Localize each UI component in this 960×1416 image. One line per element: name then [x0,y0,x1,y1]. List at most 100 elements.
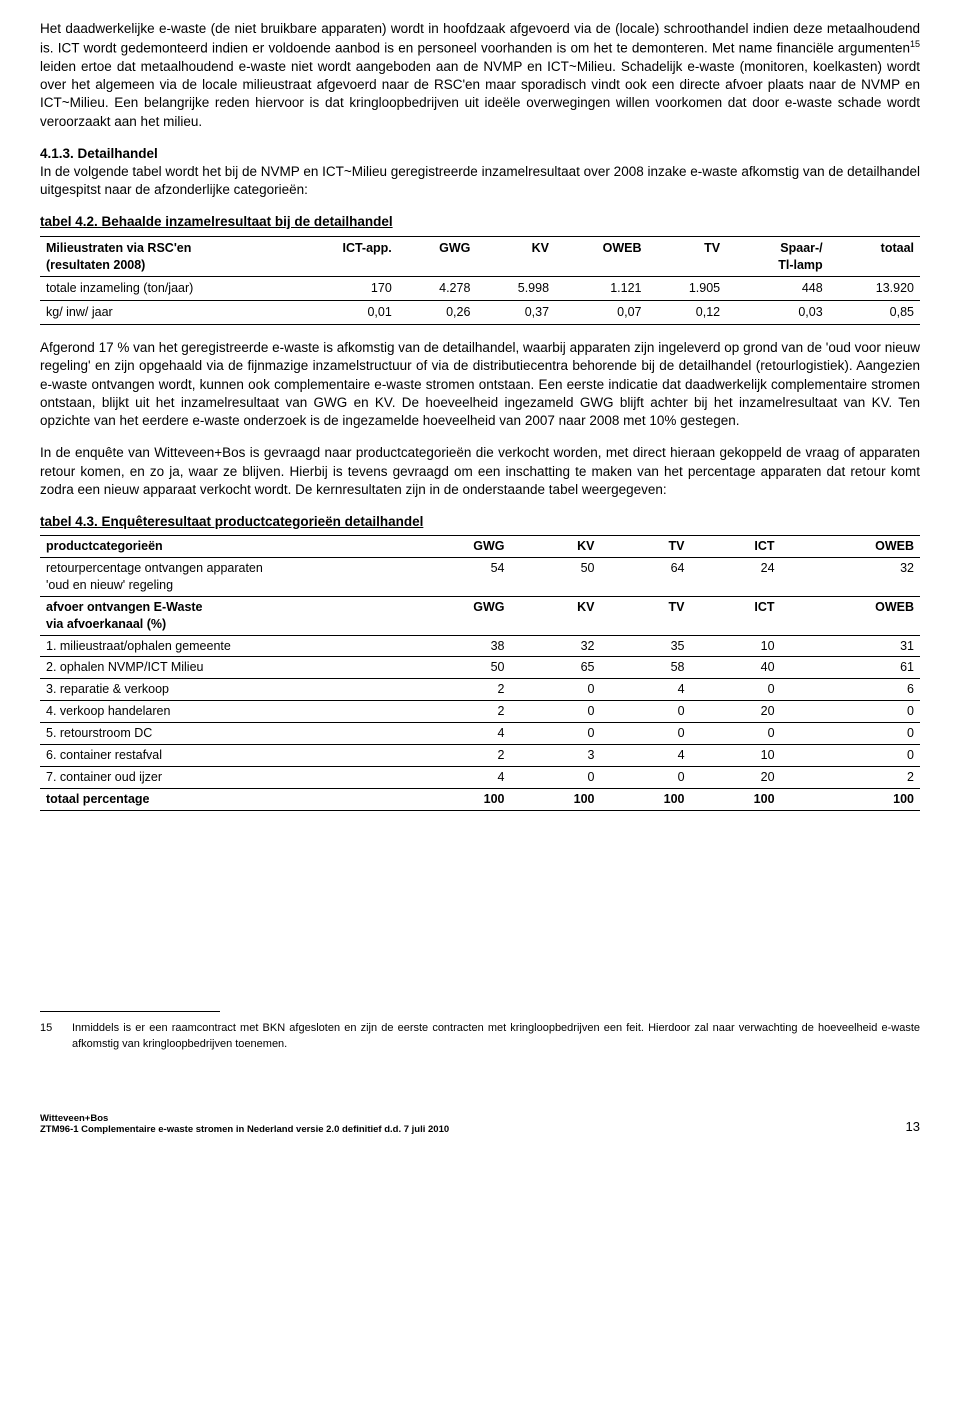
cell: 0,01 [286,301,397,325]
cell: 0,03 [726,301,829,325]
cell: 0,26 [398,301,477,325]
row-label: 3. reparatie & verkoop [40,679,392,701]
cell: OWEB [875,600,914,614]
cell: 0 [781,744,920,766]
col-head: GWG [392,536,510,558]
table-43: productcategorieën GWG KV TV ICT OWEB re… [40,535,920,810]
col-head: KV [510,536,600,558]
cell: 65 [510,657,600,679]
cell: 32 [781,558,920,597]
cell: 4 [601,744,691,766]
col-head: KV [476,236,555,277]
cell: 100 [484,792,505,806]
cell: 6 [781,679,920,701]
footer-docref: ZTM96-1 Complementaire e-waste stromen i… [40,1124,449,1135]
col-head: Tl-lamp [778,258,822,272]
cell: 0 [510,723,600,745]
row-label: retourpercentage ontvangen apparaten [46,561,263,575]
cell: 100 [664,792,685,806]
cell: 2 [392,679,510,701]
table42-title: tabel 4.2. Behaalde inzamelresultaat bij… [40,213,920,231]
cell: 2 [392,701,510,723]
cell: 0 [601,723,691,745]
cell: 20 [691,701,781,723]
text: Het daadwerkelijke e-waste (de niet brui… [40,21,920,56]
row-label: 4. verkoop handelaren [40,701,392,723]
row-label: afvoer ontvangen E-Waste [46,600,203,614]
cell: 170 [286,277,397,301]
cell: 5.998 [476,277,555,301]
cell: 0,37 [476,301,555,325]
cell: 0 [601,701,691,723]
cell: 0 [510,679,600,701]
cell: 31 [781,635,920,657]
cell: 4 [392,766,510,788]
heading-413: 4.1.3. Detailhandel [40,145,920,163]
col-head: ICT [691,536,781,558]
cell: 100 [574,792,595,806]
paragraph-4: In de enquête van Witteveen+Bos is gevra… [40,444,920,499]
col-head: (resultaten 2008) [46,258,145,272]
cell: 13.920 [829,277,920,301]
cell: 4.278 [398,277,477,301]
cell: 1.905 [647,277,726,301]
cell: 2 [392,744,510,766]
cell: 3 [510,744,600,766]
cell: 54 [392,558,510,597]
cell: 50 [392,657,510,679]
col-head: OWEB [781,536,920,558]
row-label: totaal percentage [46,792,150,806]
cell: 61 [781,657,920,679]
cell: 0,07 [555,301,647,325]
row-label: 7. container oud ijzer [40,766,392,788]
cell: KV [577,600,594,614]
cell: TV [669,600,685,614]
table-42: Milieustraten via RSC'en (resultaten 200… [40,236,920,326]
cell: 40 [691,657,781,679]
cell: 100 [754,792,775,806]
cell: 24 [691,558,781,597]
cell: 4 [392,723,510,745]
cell: 448 [726,277,829,301]
cell: 0 [691,723,781,745]
cell: ICT [754,600,774,614]
cell: 0,85 [829,301,920,325]
col-head: Spaar-/ [780,241,822,255]
cell: 0 [510,766,600,788]
paragraph-2: In de volgende tabel wordt het bij de NV… [40,163,920,199]
cell: 50 [510,558,600,597]
cell: 38 [392,635,510,657]
row-label: 1. milieustraat/ophalen gemeente [40,635,392,657]
cell: 4 [601,679,691,701]
cell: 0 [781,701,920,723]
row-label: totale inzameling (ton/jaar) [40,277,286,301]
paragraph-3: Afgerond 17 % van het geregistreerde e-w… [40,339,920,430]
row-label: kg/ inw/ jaar [40,301,286,325]
paragraph-1: Het daadwerkelijke e-waste (de niet brui… [40,20,920,131]
footer-org: Witteveen+Bos [40,1113,108,1124]
cell: 20 [691,766,781,788]
text: leiden ertoe dat metaalhoudend e-waste n… [40,59,920,129]
col-head: Milieustraten via RSC'en [46,241,191,255]
row-label: 6. container restafval [40,744,392,766]
col-head: TV [647,236,726,277]
page-number: 13 [906,1118,920,1136]
footnote-ref: 15 [910,39,920,49]
cell: 0 [601,766,691,788]
footnote-text: Inmiddels is er een raamcontract met BKN… [72,1020,920,1053]
footnote-separator [40,1011,220,1012]
cell: 0,12 [647,301,726,325]
cell: 0 [781,723,920,745]
row-label: via afvoerkanaal (%) [46,617,166,631]
col-head: TV [601,536,691,558]
cell: 10 [691,635,781,657]
row-label: 2. ophalen NVMP/ICT Milieu [40,657,392,679]
cell: 0 [510,701,600,723]
cell: 0 [691,679,781,701]
col-head: totaal [829,236,920,277]
cell: GWG [473,600,504,614]
cell: 10 [691,744,781,766]
table43-title: tabel 4.3. Enquêteresultaat productcateg… [40,513,920,531]
cell: 32 [510,635,600,657]
cell: 35 [601,635,691,657]
